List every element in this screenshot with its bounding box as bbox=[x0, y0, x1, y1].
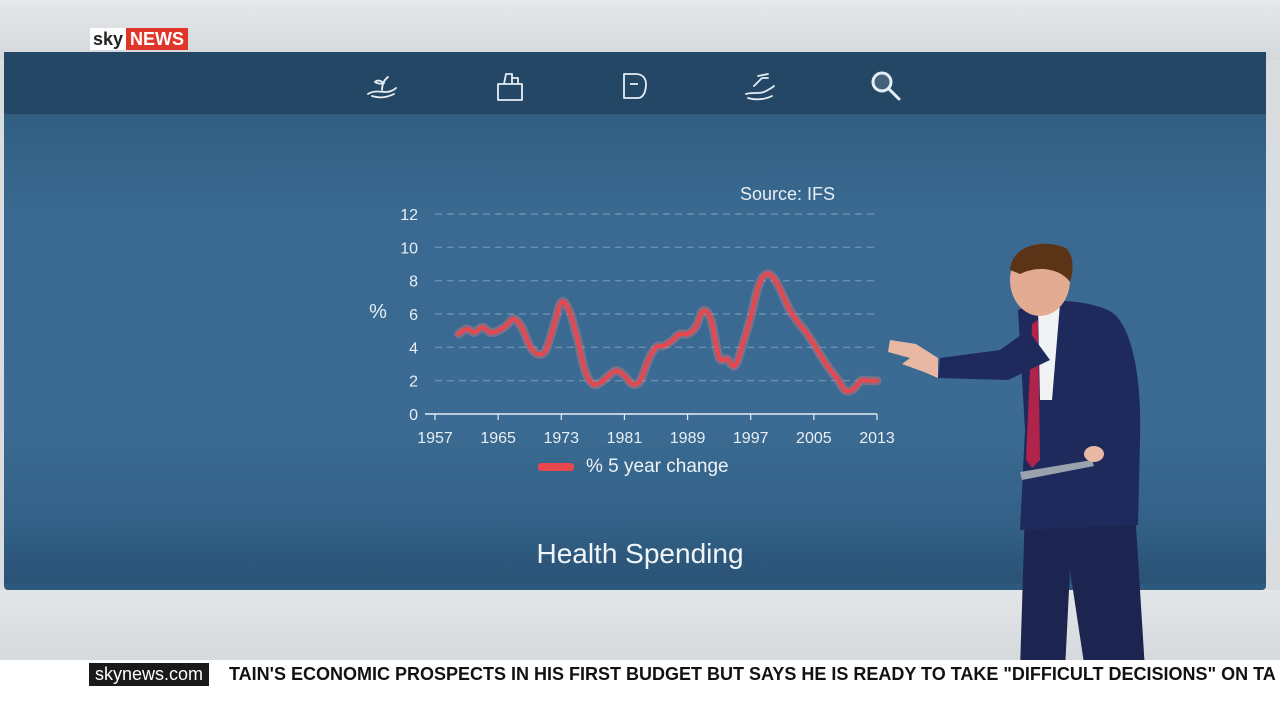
series-line bbox=[456, 271, 879, 394]
logo-sky-text: sky bbox=[90, 28, 127, 50]
x-tick-label: 2005 bbox=[796, 430, 832, 447]
x-tick-label: 1989 bbox=[670, 430, 706, 447]
series-line-glow bbox=[454, 269, 882, 396]
y-tick-label: 2 bbox=[409, 374, 418, 391]
chart-legend: % 5 year change bbox=[538, 454, 729, 480]
sky-news-logo: sky NEWS bbox=[90, 28, 189, 50]
hand-coins-icon[interactable] bbox=[740, 66, 780, 106]
logo-news-text: NEWS bbox=[126, 28, 189, 50]
icon-navigation-bar bbox=[4, 52, 1266, 114]
chart-source: Source: IFS bbox=[740, 184, 836, 204]
bag-icon[interactable] bbox=[614, 66, 654, 106]
hand-seedling-icon[interactable] bbox=[362, 66, 402, 106]
ticker-brand: skynews.com bbox=[89, 663, 210, 686]
chart-title: Health Spending bbox=[536, 538, 744, 569]
magnifier-icon[interactable] bbox=[866, 66, 906, 106]
y-tick-label: 0 bbox=[409, 407, 418, 424]
x-tick-label: 1957 bbox=[417, 430, 453, 447]
y-tick-label: 4 bbox=[409, 340, 418, 357]
presenter-figure bbox=[888, 243, 1145, 670]
footer-strip bbox=[0, 690, 1280, 718]
y-tick-label: 8 bbox=[409, 274, 418, 291]
ticker-text: TAIN'S ECONOMIC PROSPECTS IN HIS FIRST B… bbox=[229, 664, 1276, 684]
y-tick-label: 12 bbox=[400, 207, 418, 224]
y-tick-label: 10 bbox=[400, 240, 418, 257]
y-tick-label: 6 bbox=[409, 307, 418, 324]
y-axis-label: % bbox=[369, 301, 387, 323]
legend-swatch bbox=[538, 463, 574, 471]
x-tick-label: 2013 bbox=[859, 430, 895, 447]
thumbs-up-icon[interactable] bbox=[490, 66, 530, 106]
x-tick-label: 1981 bbox=[607, 430, 643, 447]
news-ticker bbox=[0, 660, 1280, 690]
studio-background-top bbox=[0, 0, 1280, 60]
x-tick-label: 1965 bbox=[480, 430, 516, 447]
x-tick-label: 1973 bbox=[543, 430, 579, 447]
legend-label: % 5 year change bbox=[586, 456, 729, 477]
x-tick-label: 1997 bbox=[733, 430, 769, 447]
